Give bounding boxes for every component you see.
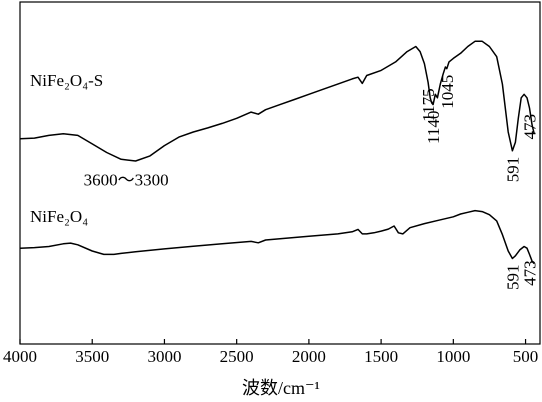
plot-frame [19, 1, 541, 345]
annotation-label: 473 [521, 114, 540, 140]
series-line-0 [19, 40, 535, 162]
series-label: NiFe₂O₄-S [30, 71, 103, 90]
annotation-label: 591 [503, 157, 522, 183]
series-line-1 [19, 209, 535, 265]
x-tick-label: 1000 [436, 347, 470, 366]
annotation-label: 591 [503, 265, 522, 291]
series-labels: NiFe₂O₄-S NiFe₂O₄ [30, 71, 103, 226]
x-axis-ticks [19, 339, 527, 344]
x-tick-label: 1500 [364, 347, 398, 366]
x-axis-tick-labels: 4000 3500 3000 2500 2000 1500 1000 500 [3, 347, 538, 366]
series-label: NiFe₂O₄ [30, 207, 88, 226]
x-tick-label: 2500 [220, 347, 254, 366]
annotation-label: 1140 [424, 111, 443, 144]
x-tick-label: 3500 [75, 347, 109, 366]
x-axis-title: 波数/cm⁻¹ [242, 378, 320, 398]
x-tick-label: 2000 [292, 347, 326, 366]
x-tick-label: 4000 [3, 347, 37, 366]
spectra-lines [19, 40, 535, 265]
x-tick-label: 3000 [147, 347, 181, 366]
annotation-label: 1175 [419, 88, 438, 121]
annotation-label: 473 [521, 260, 540, 286]
annotation-label: 3600～3300 [84, 170, 169, 189]
x-tick-label: 500 [513, 347, 539, 366]
annotation-label: 1045 [438, 75, 457, 109]
